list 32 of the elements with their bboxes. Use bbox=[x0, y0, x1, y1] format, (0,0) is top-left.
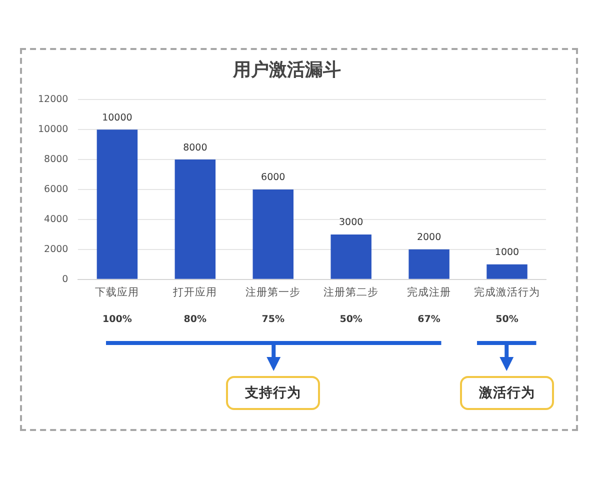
bar bbox=[330, 234, 372, 279]
y-tick-label: 2000 bbox=[44, 244, 68, 255]
data-label: 6000 bbox=[261, 172, 286, 184]
data-label: 10000 bbox=[102, 112, 132, 124]
text: 75% bbox=[262, 314, 285, 325]
text: 80% bbox=[184, 314, 208, 325]
x-tick-label: 下载应用 bbox=[95, 285, 140, 298]
y-tick-label: 0 bbox=[62, 274, 68, 285]
bar bbox=[408, 249, 450, 279]
data-label: 3000 bbox=[339, 217, 364, 228]
bar bbox=[96, 130, 138, 279]
data-label: 2000 bbox=[416, 232, 442, 244]
bar bbox=[174, 160, 216, 279]
data-label: 1000 bbox=[494, 247, 520, 258]
x-tick-label: 打开应用 bbox=[172, 285, 218, 298]
y-tick-label: 6000 bbox=[44, 184, 68, 195]
text: 67% bbox=[418, 314, 441, 325]
x-tick-label: 注册第二步 bbox=[324, 285, 379, 298]
bar bbox=[486, 264, 528, 279]
bar bbox=[252, 190, 294, 279]
chart-title: 用户激活漏斗 bbox=[232, 59, 341, 80]
y-tick-label: 10000 bbox=[38, 124, 68, 136]
text: 50% bbox=[496, 314, 519, 325]
text: 100% bbox=[102, 314, 132, 325]
y-tick-label: 8000 bbox=[44, 154, 68, 165]
x-tick-label: 注册第一步 bbox=[246, 285, 301, 298]
y-tick-label: 12000 bbox=[38, 94, 68, 106]
text: 50% bbox=[340, 314, 363, 325]
x-tick-label: 完成注册 bbox=[407, 285, 452, 298]
y-tick-label: 4000 bbox=[44, 214, 68, 225]
x-tick-label: 完成激活行为 bbox=[474, 285, 540, 298]
data-label: 8000 bbox=[183, 142, 208, 154]
